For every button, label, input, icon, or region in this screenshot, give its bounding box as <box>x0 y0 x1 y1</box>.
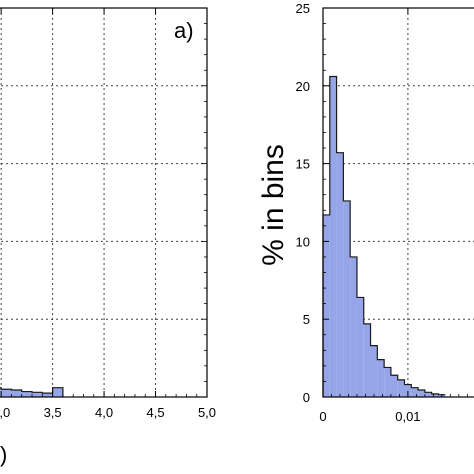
panel-a-bar <box>11 389 22 397</box>
panel-a: 3,0 3,5 4,0 4,5 5,0 a) ) <box>0 7 216 467</box>
panel-b-bar <box>356 297 364 397</box>
panel-b-bar <box>336 152 344 397</box>
panel-b-bar <box>370 345 378 397</box>
panel-b-y-tick-label: 20 <box>296 79 310 94</box>
panel-a-x-tick-label: 3,0 <box>0 405 10 420</box>
panel-a-x-tick-label: 5,0 <box>198 405 216 420</box>
panel-a-label: a) <box>174 18 194 43</box>
panel-a-x-tick-label: 3,5 <box>44 405 62 420</box>
panel-b-y-tick-label: 0 <box>303 390 310 405</box>
panel-a-histogram-outline <box>0 387 64 397</box>
panel-b-y-axis-label: % in bins <box>257 144 290 266</box>
panel-b-bar <box>343 200 351 397</box>
panel-a-bar <box>1 389 12 397</box>
panel-b-bar <box>384 367 391 397</box>
panel-a-bars <box>0 387 64 397</box>
panel-a-x-tick-labels: 3,0 3,5 4,0 4,5 5,0 <box>0 405 216 420</box>
panel-b-x-tick-label: 0 <box>319 409 326 424</box>
panel-a-bar <box>42 393 53 397</box>
panel-b-bar <box>411 387 419 397</box>
panel-b-bar <box>404 384 412 397</box>
panel-b-bar <box>397 379 405 397</box>
panel-b-bars <box>322 75 446 398</box>
panel-a-bar <box>0 387 2 397</box>
panel-b-bar <box>424 392 432 397</box>
panel-b-bar <box>431 393 439 397</box>
panel-b-bar <box>363 323 371 397</box>
panel-b-bar <box>350 256 357 397</box>
panel-b-bar <box>418 389 425 397</box>
panel-b-histogram-outline <box>322 75 446 397</box>
panel-b-bar <box>323 214 330 397</box>
panel-b-tick-marks <box>322 7 468 398</box>
panel-b-grid <box>323 8 474 397</box>
panel-b-y-tick-labels: 0 5 10 15 20 25 <box>296 1 310 405</box>
panel-a-x-tick-label: 4,5 <box>146 405 164 420</box>
panel-a-tick-marks <box>0 8 208 397</box>
panel-a-grid <box>0 8 207 397</box>
panel-a-x-axis-label-fragment: ) <box>0 442 7 467</box>
panel-b-bar <box>377 359 385 397</box>
panel-b-bar <box>390 375 398 397</box>
panel-b-x-tick-labels: 0 0,01 <box>319 409 420 424</box>
panel-b-bar <box>329 76 337 398</box>
panel-b-frame <box>322 7 474 398</box>
panel-a-bar <box>52 387 63 397</box>
panel-a-bar <box>21 391 33 397</box>
panel-a-x-tick-label: 4,0 <box>95 405 113 420</box>
panel-b-y-tick-label: 25 <box>296 1 310 16</box>
panel-b-x-tick-label: 0,01 <box>395 409 420 424</box>
panel-a-frame <box>0 7 208 398</box>
panel-b-y-tick-label: 10 <box>296 234 310 249</box>
panel-b-y-tick-label: 15 <box>296 157 310 172</box>
panel-b-y-tick-label: 5 <box>303 312 310 327</box>
panel-a-bar <box>32 392 43 397</box>
